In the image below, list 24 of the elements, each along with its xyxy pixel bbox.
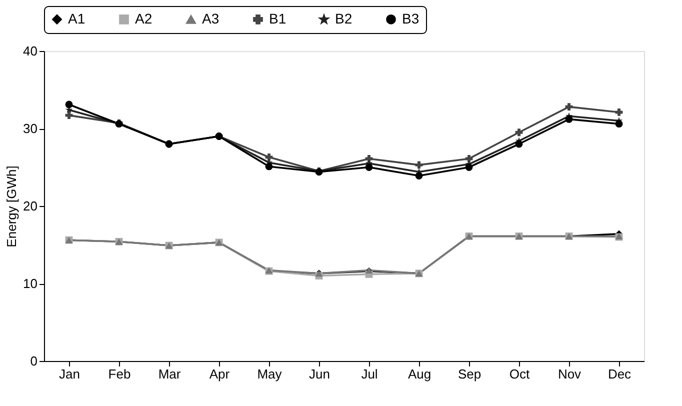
- y-tick-label: 10: [23, 276, 38, 291]
- y-tick-label: 0: [30, 354, 38, 368]
- x-tick-label: Apr: [209, 366, 230, 382]
- x-tick-label: Mar: [158, 366, 182, 382]
- x-tick-label: Jan: [59, 366, 80, 382]
- legend-label: B3: [402, 10, 420, 26]
- y-tick-label: 40: [23, 44, 38, 58]
- x-tick-label: Feb: [108, 366, 131, 382]
- x-tick-label: May: [257, 366, 282, 382]
- x-tick-label: Nov: [558, 366, 582, 382]
- x-tick-label: Oct: [509, 366, 530, 382]
- legend-label: B2: [335, 10, 352, 26]
- y-tick-label: 30: [23, 121, 38, 136]
- x-tick-label: Aug: [408, 366, 432, 382]
- x-tick-label: Jun: [309, 366, 330, 382]
- legend-label: A1: [68, 10, 86, 26]
- legend-label: B1: [269, 10, 286, 26]
- x-tick-label: Jul: [361, 366, 378, 382]
- legend-label: A2: [135, 10, 152, 26]
- legend-label: A3: [202, 10, 220, 26]
- x-tick-label: Sep: [458, 366, 482, 382]
- y-axis-title: Energy [GWh]: [4, 166, 20, 248]
- x-tick-label: Dec: [608, 366, 632, 382]
- y-tick-label: 20: [23, 198, 38, 214]
